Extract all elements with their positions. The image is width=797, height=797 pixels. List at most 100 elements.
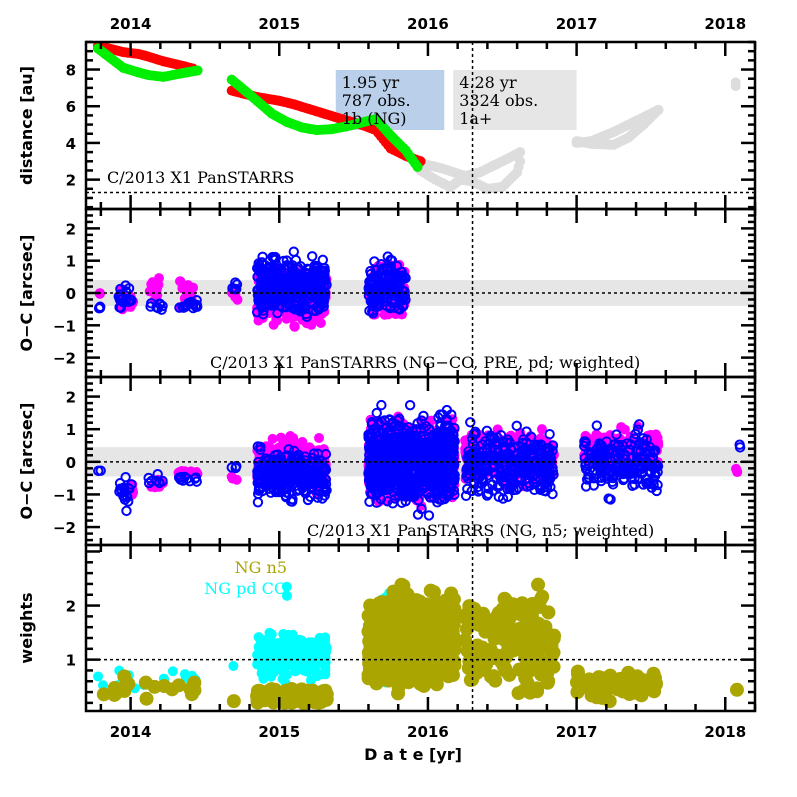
data-point-open [252, 497, 264, 508]
data-point-open [286, 473, 297, 484]
data-point-open [622, 458, 633, 469]
panel-data-oc-n5 [93, 399, 746, 521]
data-point-open [446, 468, 458, 480]
data-point-open [639, 439, 651, 450]
data-point-open [534, 444, 545, 455]
data-point [536, 424, 547, 435]
data-point-open [191, 299, 203, 311]
data-point-open [264, 483, 275, 495]
data-point-open [279, 281, 290, 293]
data-point-open [306, 251, 318, 262]
data-point-open [380, 460, 391, 471]
data-point-open [435, 418, 446, 429]
data-point-open [123, 296, 134, 308]
data-point-open [472, 481, 484, 493]
data-point-open [397, 462, 408, 473]
data-point-open [477, 475, 489, 486]
data-point-open [120, 471, 131, 483]
data-point-open [649, 445, 660, 457]
data-point-open [371, 301, 383, 313]
panel-data-weights [93, 577, 744, 711]
data-point-open [464, 459, 475, 470]
data-point-open [371, 407, 382, 419]
data-point-open [594, 438, 605, 449]
data-point-open [118, 491, 130, 502]
panel-data-distance [92, 42, 741, 194]
data-point-open [365, 462, 377, 473]
data-point-open [419, 464, 430, 475]
data-point-open [401, 425, 412, 436]
data-point-open [392, 415, 403, 426]
data-point-open [298, 485, 310, 497]
data-point-open [596, 440, 607, 451]
data-point-open [300, 277, 311, 288]
data-point-open [374, 450, 385, 462]
data-point-open [121, 505, 132, 517]
data-point-open [151, 475, 162, 487]
data-point-open [524, 480, 536, 491]
data-point-open [382, 496, 393, 507]
data-point-open [381, 434, 392, 446]
data-point [178, 282, 189, 293]
data-point-open [529, 444, 540, 456]
data-point-open [432, 486, 443, 497]
data-point-open [651, 459, 663, 471]
data-point [731, 463, 742, 474]
data-point-open [295, 270, 306, 282]
data-point-open [534, 482, 546, 494]
data-point-open [286, 496, 298, 507]
data-point [515, 147, 526, 158]
data-point-open [579, 440, 590, 452]
data-point-open [447, 457, 458, 468]
data-point-open [283, 444, 294, 455]
data-point-open [494, 453, 505, 464]
data-point-open [394, 294, 405, 306]
data-point [153, 279, 164, 290]
data-point-open [614, 448, 625, 459]
data-point-open [391, 441, 403, 453]
data-point [653, 104, 664, 115]
data-point-open [544, 469, 555, 480]
data-point-open [536, 463, 547, 474]
data-point-open [449, 436, 460, 447]
data-point-open [633, 473, 645, 485]
data-point-open [462, 452, 473, 463]
data-point-open [734, 439, 745, 450]
data-point-open [427, 441, 438, 452]
data-point-open [385, 301, 396, 312]
data-point [515, 156, 526, 167]
data-point-open [181, 473, 193, 484]
data-point-open [299, 480, 310, 491]
data-point [314, 432, 325, 443]
data-point-open [407, 439, 418, 450]
data-point-open [319, 490, 330, 501]
data-point-open [431, 450, 442, 462]
data-point-open [382, 262, 393, 274]
data-point-open [588, 473, 600, 484]
data-point-open [392, 438, 403, 449]
data-point-open [580, 463, 592, 475]
data-point [315, 318, 326, 329]
data-point-open [419, 433, 431, 444]
data-point [268, 319, 279, 330]
data-point-open [363, 290, 375, 301]
data-point-open [516, 446, 527, 458]
data-point-open [257, 485, 268, 497]
data-point-open [273, 272, 285, 284]
data-point-open [390, 281, 402, 292]
data-point-open [607, 470, 619, 481]
data-point-open [314, 481, 325, 493]
data-point-open [297, 288, 309, 300]
data-point-open [630, 428, 641, 440]
data-point-open [301, 311, 313, 323]
data-point-open [271, 479, 283, 490]
data-point-open [319, 265, 330, 276]
data-point-open [252, 441, 263, 452]
data-point-open [497, 493, 509, 504]
data-point-open [116, 486, 127, 497]
data-point-open [417, 479, 428, 491]
data-point-open [230, 277, 241, 288]
data-point-open [316, 472, 327, 483]
data-point-open [400, 272, 411, 284]
data-point-open [288, 246, 299, 257]
